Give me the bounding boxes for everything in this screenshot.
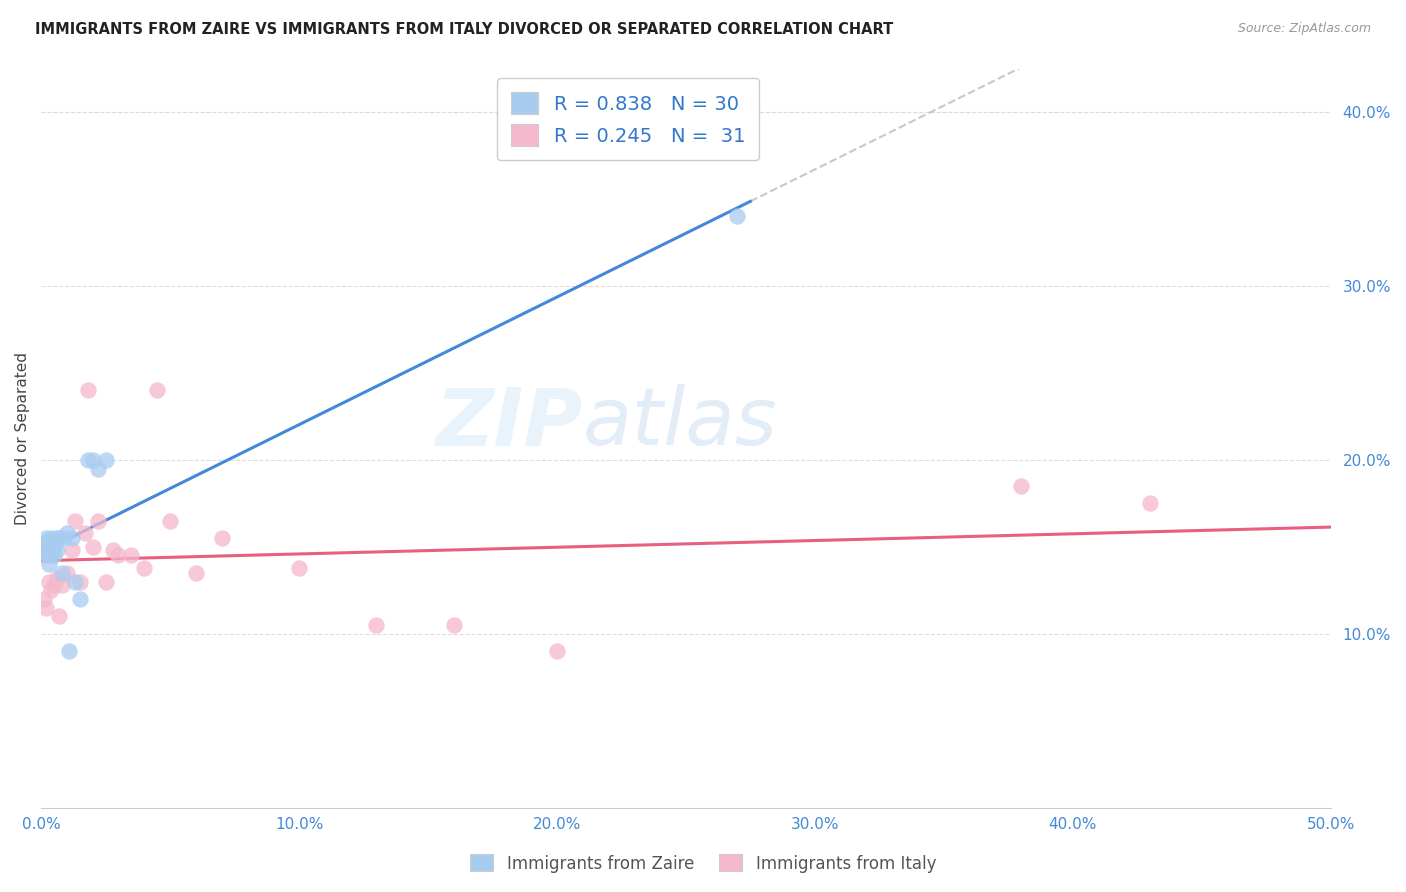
- Point: [41, 583, 63, 598]
- Point: [546, 644, 568, 658]
- Point: [58, 644, 80, 658]
- Point: [32, 536, 55, 550]
- Point: [211, 531, 233, 545]
- Point: [42, 578, 65, 592]
- Point: [42, 540, 65, 554]
- Legend: Immigrants from Zaire, Immigrants from Italy: Immigrants from Zaire, Immigrants from I…: [463, 847, 943, 880]
- Point: [45, 543, 67, 558]
- Point: [32, 543, 55, 558]
- Text: IMMIGRANTS FROM ZAIRE VS IMMIGRANTS FROM ITALY DIVORCED OR SEPARATED CORRELATION: IMMIGRANTS FROM ZAIRE VS IMMIGRANTS FROM…: [35, 22, 893, 37]
- Point: [42, 549, 65, 563]
- Point: [48, 531, 70, 545]
- Point: [38, 574, 60, 589]
- Point: [82, 453, 104, 467]
- Legend: R = 0.838   N = 30, R = 0.245   N =  31: R = 0.838 N = 30, R = 0.245 N = 31: [498, 78, 759, 160]
- Point: [45, 571, 67, 585]
- Point: [41, 543, 63, 558]
- Point: [73, 525, 96, 540]
- Point: [82, 540, 104, 554]
- Point: [366, 618, 388, 632]
- Point: [94, 453, 117, 467]
- Point: [60, 531, 83, 545]
- Point: [42, 536, 65, 550]
- Point: [41, 531, 63, 545]
- Point: [1139, 496, 1161, 510]
- Point: [38, 534, 60, 549]
- Point: [107, 549, 129, 563]
- Point: [120, 549, 142, 563]
- Point: [443, 618, 465, 632]
- Point: [35, 543, 58, 558]
- Point: [134, 560, 156, 574]
- Point: [32, 549, 55, 563]
- Point: [60, 543, 83, 558]
- Point: [32, 591, 55, 606]
- Point: [87, 461, 110, 475]
- Point: [159, 514, 181, 528]
- Point: [94, 574, 117, 589]
- Point: [48, 609, 70, 624]
- Point: [56, 566, 79, 580]
- Point: [38, 558, 60, 572]
- Point: [103, 543, 125, 558]
- Point: [35, 540, 58, 554]
- Point: [184, 566, 207, 580]
- Point: [45, 531, 67, 545]
- Point: [727, 210, 749, 224]
- Point: [69, 591, 91, 606]
- Text: Source: ZipAtlas.com: Source: ZipAtlas.com: [1237, 22, 1371, 36]
- Point: [51, 566, 73, 580]
- Point: [63, 514, 86, 528]
- Point: [288, 560, 311, 574]
- Point: [56, 525, 79, 540]
- Point: [53, 531, 76, 545]
- Text: atlas: atlas: [582, 384, 778, 462]
- Y-axis label: Divorced or Separated: Divorced or Separated: [15, 351, 30, 524]
- Point: [41, 549, 63, 563]
- Point: [51, 578, 73, 592]
- Point: [38, 543, 60, 558]
- Point: [76, 384, 98, 398]
- Point: [146, 384, 169, 398]
- Point: [1010, 479, 1032, 493]
- Point: [87, 514, 110, 528]
- Point: [69, 574, 91, 589]
- Point: [35, 531, 58, 545]
- Point: [76, 453, 98, 467]
- Point: [35, 600, 58, 615]
- Point: [63, 574, 86, 589]
- Text: ZIP: ZIP: [436, 384, 582, 462]
